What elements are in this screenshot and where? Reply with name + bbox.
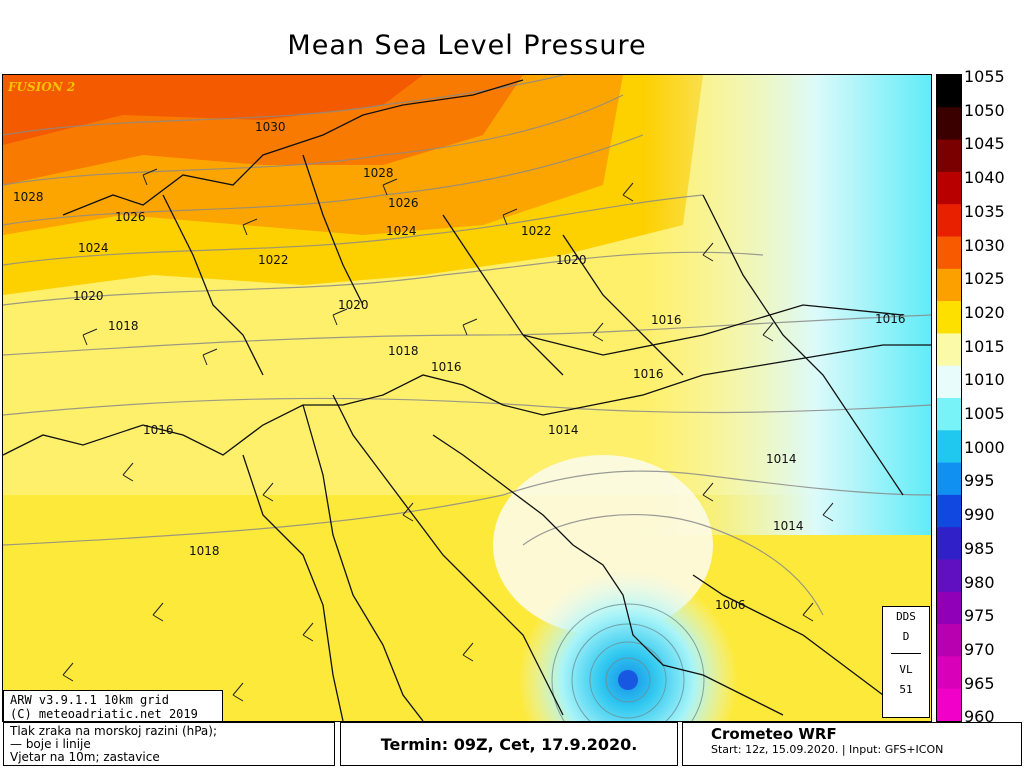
copyright-text: (C) meteoadriatic.net 2019	[10, 707, 198, 721]
colorbar-segment	[937, 494, 961, 528]
isobar-label: 1014	[766, 452, 797, 466]
colorbar-segment	[937, 268, 961, 302]
colorbar-tick-label: 1040	[964, 168, 1005, 188]
colorbar-tick-label: 1005	[964, 404, 1005, 423]
legend-line2: — boje i linije	[10, 737, 91, 751]
colorbar-segment	[937, 656, 961, 690]
colorbar-tick-label: 1000	[964, 437, 1005, 457]
colorbar-tick-label: 990	[964, 505, 995, 525]
model-version: ARW v3.9.1.1 10km grid	[10, 693, 169, 707]
colorbar-tick-label: 1030	[964, 235, 1005, 255]
colorbar-tick-label: 965	[964, 673, 995, 693]
fusion-label: FUSION 2	[8, 80, 76, 94]
isobar-label: 1024	[386, 224, 417, 238]
colorbar-tick-label: 1045	[964, 134, 1005, 154]
dds-divider	[891, 653, 921, 654]
isobar-label: 1016	[651, 313, 682, 327]
isobar-label: 1026	[388, 196, 419, 210]
colorbar-segment	[937, 333, 961, 367]
dds-line2: D	[902, 630, 910, 643]
dds-line1: DDS	[896, 610, 916, 623]
run-info: Start: 12z, 15.09.2020. | Input: GFS+ICO…	[711, 743, 944, 756]
colorbar-tick-label: 1020	[964, 302, 1005, 322]
colorbar-tick-label: 985	[964, 538, 995, 558]
colorbar-tick-label: 980	[964, 572, 995, 592]
colorbar-tick-label: 970	[964, 639, 995, 659]
colorbar-segment	[937, 398, 961, 431]
colorbar-segment	[937, 204, 961, 238]
isobar-label: 1028	[13, 190, 44, 204]
isobar-label: 1018	[108, 319, 139, 333]
isobar-label: 1006	[715, 598, 746, 612]
colorbar-tick-label: 960	[964, 707, 995, 727]
colorbar-segment	[937, 462, 961, 496]
legend-line1: Tlak zraka na morskoj razini (hPa);	[10, 724, 218, 738]
colorbar-segment	[937, 624, 961, 657]
isobar-label: 1016	[633, 367, 664, 381]
colorbar-tick-label: 1035	[964, 201, 1005, 221]
colorbar-tick-label: 1025	[964, 269, 1005, 289]
isobar-label: 1018	[189, 544, 220, 558]
pressure-map: 1030 1028 1028 1026 1026 1024 1024 1022 1022 1020…	[2, 74, 932, 722]
isobar-label: 1018	[388, 344, 419, 358]
isobar-label: 1030	[255, 120, 286, 134]
isobar-label: 1016	[431, 360, 462, 374]
legend-description: Tlak zraka na morskoj razini (hPa); — bo…	[3, 722, 335, 766]
isobar-label: 1020	[73, 289, 104, 303]
colorbar-segment	[937, 75, 961, 108]
legend-line3: Vjetar na 10m; zastavice	[10, 750, 160, 764]
colorbar-segment	[937, 559, 961, 593]
colorbar-segment	[937, 430, 961, 464]
isobar-label: 1022	[258, 253, 289, 267]
credit-box: ARW v3.9.1.1 10km grid (C) meteoadriatic…	[3, 690, 223, 722]
colorbar-tick-label: 1050	[964, 100, 1005, 120]
isobar-label: 1020	[338, 298, 369, 312]
dds-box: DDS D VL 51	[882, 606, 930, 718]
footer: Tlak zraka na morskoj razini (hPa); — bo…	[0, 722, 1024, 768]
model-info: Crometeo WRF Start: 12z, 15.09.2020. | I…	[682, 722, 1022, 766]
isobar-label: 1014	[548, 423, 579, 437]
isobar-label: 1022	[521, 224, 552, 238]
dds-line4: 51	[899, 683, 913, 696]
valid-time: Termin: 09Z, Cet, 17.9.2020.	[340, 722, 678, 766]
pressure-colorbar	[936, 74, 962, 722]
colorbar-tick-label: 995	[964, 471, 995, 491]
colorbar-segment	[937, 688, 961, 721]
colorbar-segment	[937, 591, 961, 625]
colorbar-segment	[937, 301, 961, 334]
colorbar-tick-label: 1055	[964, 67, 1005, 86]
map-title: Mean Sea Level Pressure	[287, 30, 647, 61]
colorbar-tick-label: 1015	[964, 336, 1005, 356]
isobar-label: 1016	[143, 423, 174, 437]
colorbar-segment	[937, 527, 961, 561]
colorbar-segment	[937, 236, 961, 270]
colorbar-tick-label: 1010	[964, 370, 1005, 390]
colorbar-segment	[937, 171, 961, 205]
colorbar-tick-label: 975	[964, 606, 995, 626]
isobar-label: 1016	[875, 312, 906, 326]
isobar-label: 1024	[78, 241, 109, 255]
isobar-label: 1028	[363, 166, 394, 180]
colorbar-segment	[937, 139, 961, 173]
model-name: Crometeo WRF	[711, 725, 837, 743]
isobar-label: 1020	[556, 253, 587, 267]
dds-line3: VL	[899, 663, 913, 676]
isobar-label: 1026	[115, 210, 146, 224]
colorbar-segment	[937, 365, 961, 399]
isobar-label: 1014	[773, 519, 804, 533]
colorbar-segment	[937, 107, 961, 141]
